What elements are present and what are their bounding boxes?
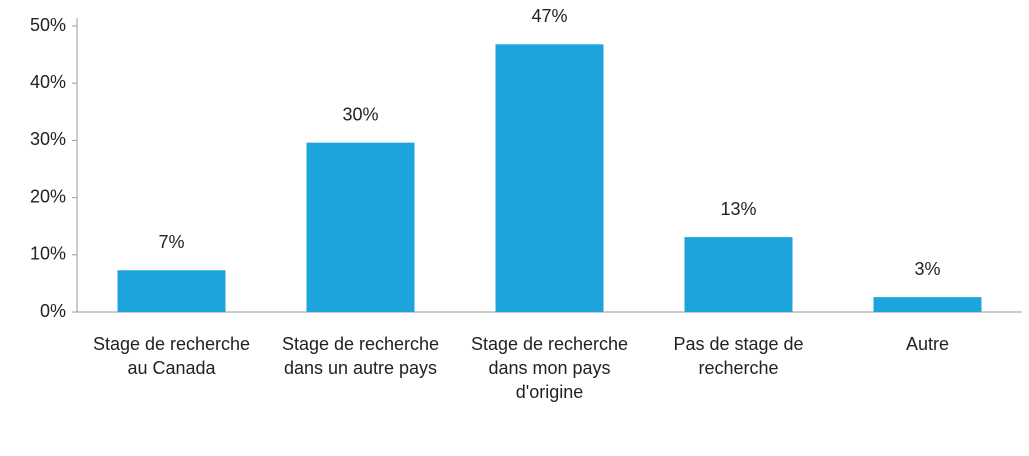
bar	[684, 237, 793, 312]
y-tick-label: 50%	[30, 15, 66, 35]
value-label: 7%	[158, 232, 184, 252]
y-tick-label: 30%	[30, 129, 66, 149]
x-tick-label: Pas de stage de recherche	[673, 334, 804, 378]
y-tick-label: 10%	[30, 244, 66, 264]
y-tick-label: 40%	[30, 72, 66, 92]
bar	[306, 142, 415, 312]
y-tick-label: 20%	[30, 186, 66, 206]
x-tick-label: Autre	[905, 334, 950, 354]
value-label: 3%	[914, 259, 940, 279]
y-tick-label: 0%	[40, 301, 66, 321]
x-tick-label: Stage de recherche au Canada	[92, 334, 251, 378]
value-label: 30%	[342, 104, 378, 124]
x-tick-label: Stage de recherche dans mon pays d'origi…	[470, 334, 629, 402]
bar	[873, 297, 982, 312]
bar	[495, 44, 604, 312]
x-tick-label: Stage de recherche dans un autre pays	[281, 334, 440, 378]
value-label: 13%	[720, 199, 756, 219]
value-label: 47%	[531, 6, 567, 26]
bar	[117, 270, 226, 312]
